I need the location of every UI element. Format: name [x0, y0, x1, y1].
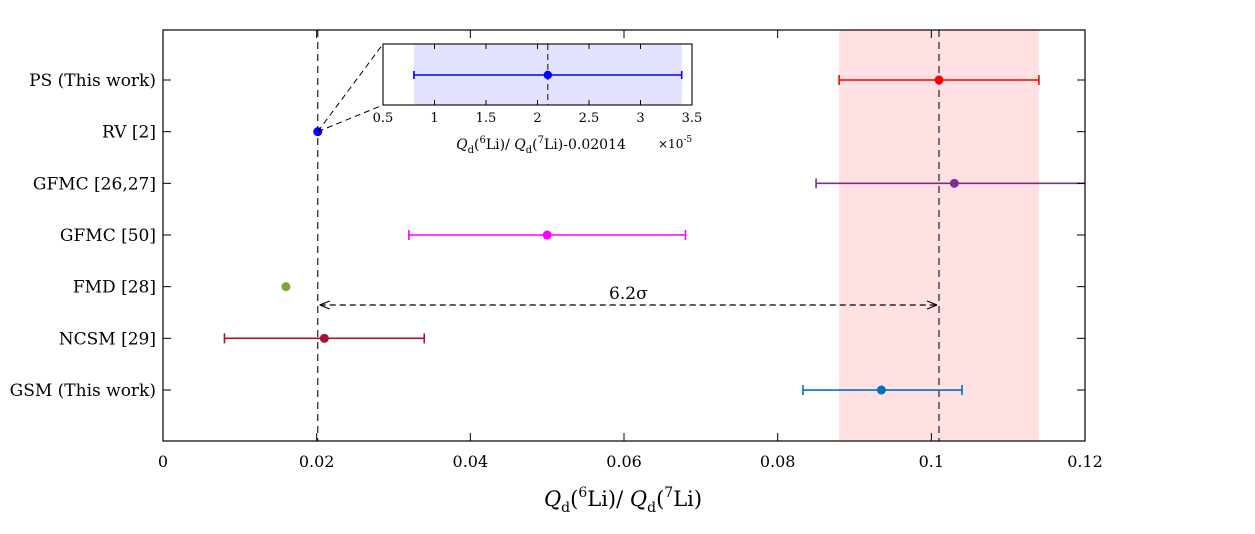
x-tick-label: 0.12	[1067, 452, 1103, 471]
y-tick-label: GFMC [26,27]	[33, 174, 156, 194]
annotation-arrowhead-right	[926, 300, 938, 310]
y-tick-label: FMD [28]	[73, 278, 156, 298]
x-label-sub: d	[561, 500, 570, 516]
y-tick-label: GSM (This work)	[10, 381, 156, 401]
inset-x-tick-label: 3.5	[682, 111, 703, 126]
inset-plot: 0.5 1 1.5 2 2.5 3 3.5 Qd(6Li)/ Qd(7Li)-0.02014…	[373, 43, 703, 156]
x-axis-label: Qd(6Li)/ Qd(7Li)	[544, 485, 702, 516]
inset-x-tick-label: 3	[636, 111, 644, 126]
x-label-q: Q	[544, 487, 561, 511]
y-tick-label: NCSM [29]	[59, 329, 156, 349]
x-label-li6: Li)/	[587, 487, 630, 511]
x-label-sup7: 7	[664, 485, 673, 501]
inset-point	[543, 70, 552, 80]
annotation-arrowhead-left	[319, 300, 330, 310]
x-tick-label: 0.08	[760, 452, 796, 471]
inset-multiplier-label: ×10-5	[658, 135, 692, 151]
y-tick-labels: PS (This work) RV [2] GFMC [26,27] GFMC [50…	[10, 71, 156, 401]
x-tick-label: 0	[158, 452, 168, 471]
point-gfmc-26-27	[949, 178, 959, 188]
significance-annotation: 6.2σ	[319, 284, 938, 310]
inset-tick-labels: 0.5 1 1.5 2 2.5 3 3.5	[373, 111, 703, 126]
inset-x-axis-label: Qd(6Li)/ Qd(7Li)-0.02014	[456, 135, 626, 156]
inset-series-layer	[413, 44, 683, 105]
annotation-label: 6.2σ	[609, 284, 648, 304]
y-tick-label: RV [2]	[102, 123, 156, 143]
point-gfmc-50	[542, 230, 552, 240]
inset-x-tick-label: 2.5	[579, 111, 600, 126]
series-layer	[223, 75, 1085, 396]
point-fmd-28	[281, 282, 291, 292]
y-tick-label: GFMC [50]	[60, 226, 156, 246]
x-tick-labels: 0 0.02 0.04 0.06 0.08 0.1 0.12	[158, 452, 1103, 471]
x-tick-label: 0.06	[606, 452, 642, 471]
inset-x-tick-label: 1.5	[476, 111, 497, 126]
x-label-sup6: 6	[578, 485, 587, 501]
inset-axes-layer	[382, 43, 693, 106]
axes-layer	[162, 29, 1086, 442]
x-tick-label: 0.04	[453, 452, 489, 471]
inset-x-tick-label: 0.5	[373, 111, 394, 126]
inset-x-tick-label: 1	[430, 111, 438, 126]
x-tick-label: 0.02	[299, 452, 335, 471]
zoom-line-bottom	[317, 104, 384, 133]
inset-x-tick-label: 2	[533, 111, 541, 126]
point-ps-this-work	[934, 75, 944, 85]
point-gsm-this-work	[876, 385, 886, 395]
reference-lines-layer	[317, 30, 940, 441]
point-ncsm-29	[319, 333, 329, 343]
zoom-line-top	[317, 43, 384, 132]
x-label-li7: Li)	[673, 487, 702, 511]
x-tick-label: 0.1	[919, 452, 944, 471]
y-tick-label: PS (This work)	[29, 71, 156, 91]
inset-zoom-connector	[317, 43, 384, 133]
